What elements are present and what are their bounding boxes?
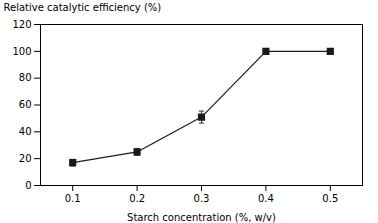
svg-text:0.2: 0.2 xyxy=(129,193,145,204)
svg-text:0.1: 0.1 xyxy=(65,193,81,204)
svg-text:100: 100 xyxy=(12,46,31,57)
svg-text:80: 80 xyxy=(19,72,32,83)
svg-text:0.5: 0.5 xyxy=(322,193,338,204)
svg-text:120: 120 xyxy=(12,19,31,30)
svg-text:0.3: 0.3 xyxy=(194,193,210,204)
svg-text:40: 40 xyxy=(19,126,32,137)
svg-text:0.4: 0.4 xyxy=(258,193,274,204)
svg-text:60: 60 xyxy=(19,99,32,110)
svg-text:20: 20 xyxy=(19,153,32,164)
svg-text:Starch concentration (%, w/v): Starch concentration (%, w/v) xyxy=(127,212,276,223)
svg-text:0: 0 xyxy=(25,180,31,191)
svg-text:Relative catalytic efficiency: Relative catalytic efficiency (%) xyxy=(4,2,162,13)
